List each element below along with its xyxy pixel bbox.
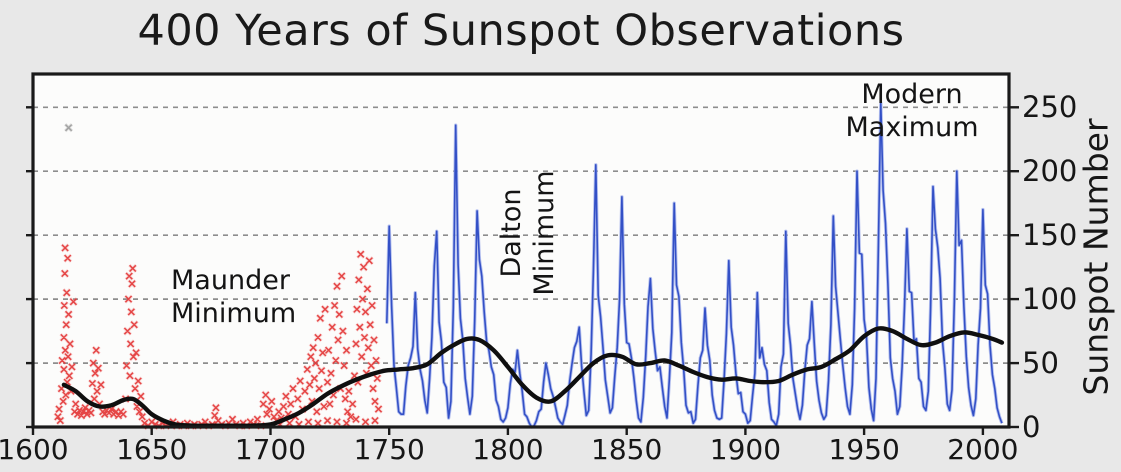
- x-tick-label: 1650: [116, 433, 188, 466]
- y-tick-label: 0: [1022, 410, 1041, 444]
- chart-title: 400 Years of Sunspot Observations: [137, 6, 905, 56]
- plot-background: [33, 74, 1009, 427]
- modern-maximum-line1: Modern: [861, 79, 963, 110]
- modern-maximum-line2: Maximum: [845, 112, 979, 143]
- plot-frame: [31, 72, 1011, 429]
- dalton-minimum-line1: Dalton: [496, 188, 527, 278]
- x-tick-label: 1850: [591, 433, 663, 466]
- maunder-minimum-line2: Minimum: [171, 298, 297, 329]
- x-tick-label: 1700: [234, 433, 307, 466]
- x-tick-label: 1600: [0, 433, 69, 466]
- x-tick-label: 1950: [828, 433, 900, 466]
- x-tick-label: 2000: [947, 433, 1019, 466]
- maunder-minimum-line1: Maunder: [171, 265, 290, 296]
- modern-maximum-label: Modern Maximum: [845, 78, 978, 144]
- y-tick-label: 50: [1022, 346, 1059, 381]
- y-tick-label: 250: [1022, 90, 1078, 125]
- y-tick-label: 200: [1022, 154, 1078, 189]
- x-tick-label: 1800: [472, 433, 544, 466]
- maunder-minimum-label: Maunder Minimum: [171, 264, 296, 330]
- isolated-gray-observation: [64, 124, 73, 132]
- x-tick-label: 1750: [353, 433, 425, 466]
- y-tick-label: 100: [1022, 282, 1078, 317]
- dalton-minimum-label: Dalton Minimum: [495, 170, 561, 295]
- y-axis-title: Sunspot Number: [1076, 118, 1116, 396]
- y-tick-label: 150: [1022, 218, 1078, 253]
- dalton-minimum-line2: Minimum: [529, 170, 560, 296]
- x-tick-label: 1900: [709, 433, 782, 466]
- monthly-sunspot-number: [386, 102, 1003, 428]
